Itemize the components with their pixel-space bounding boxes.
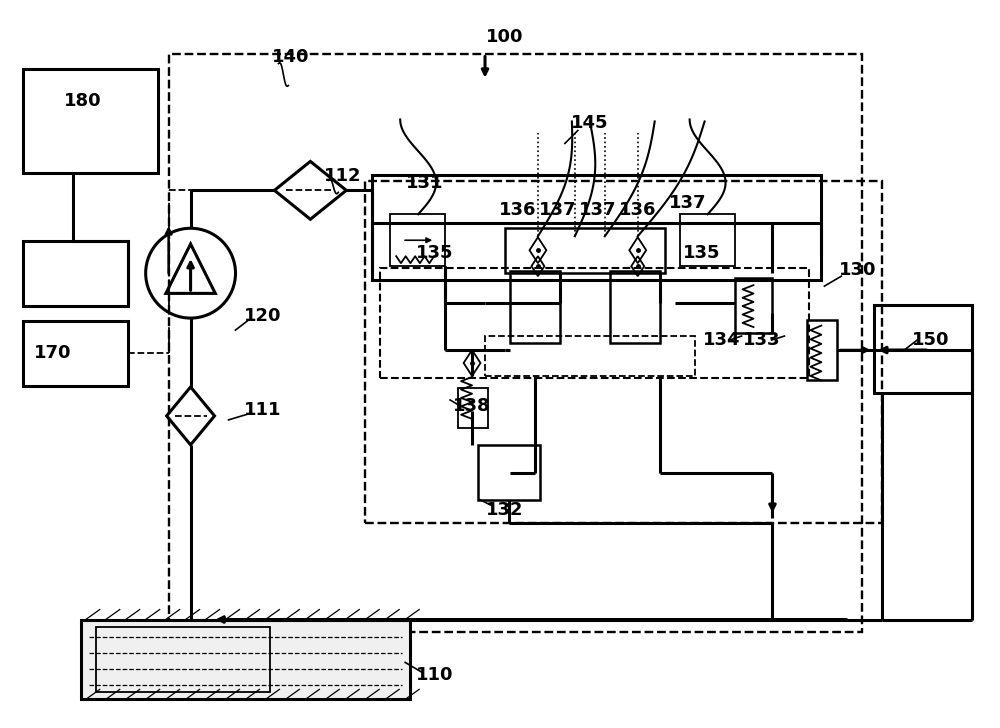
Bar	[169, 54, 862, 633]
Bar	[458, 388, 488, 428]
Bar	[23, 241, 128, 306]
Bar	[807, 320, 837, 380]
Bar	[380, 268, 809, 378]
Bar	[96, 628, 270, 692]
Text: 110: 110	[416, 666, 454, 684]
Text: 112: 112	[324, 167, 361, 186]
Bar	[365, 181, 882, 523]
Text: 138: 138	[453, 397, 491, 415]
Text: 120: 120	[244, 307, 281, 325]
Text: 137: 137	[539, 202, 577, 219]
Text: 132: 132	[486, 501, 524, 519]
Bar	[372, 175, 821, 280]
Bar	[478, 445, 540, 499]
Text: 100: 100	[486, 28, 524, 46]
Text: 136: 136	[619, 202, 656, 219]
Text: 145: 145	[571, 114, 609, 132]
Bar	[23, 68, 158, 173]
Text: 111: 111	[244, 401, 281, 419]
Text: 134: 134	[703, 331, 740, 349]
Text: 135: 135	[683, 244, 720, 262]
Text: 133: 133	[743, 331, 780, 349]
Bar	[390, 214, 445, 266]
Text: 140: 140	[272, 47, 309, 66]
Text: 137: 137	[579, 202, 617, 219]
Bar	[735, 278, 772, 333]
Text: 136: 136	[499, 202, 537, 219]
Text: 131: 131	[406, 174, 444, 192]
Bar	[874, 305, 972, 393]
Bar	[81, 620, 410, 700]
Bar	[505, 229, 665, 273]
Bar	[610, 271, 660, 343]
Text: 170: 170	[34, 344, 72, 362]
Text: 150: 150	[912, 331, 950, 349]
Bar	[23, 321, 128, 386]
Text: 180: 180	[64, 92, 102, 109]
Text: 135: 135	[416, 244, 454, 262]
Bar	[680, 214, 735, 266]
Text: 130: 130	[839, 261, 876, 279]
Text: 137: 137	[669, 194, 706, 213]
Bar	[510, 271, 560, 343]
Bar	[485, 336, 695, 376]
